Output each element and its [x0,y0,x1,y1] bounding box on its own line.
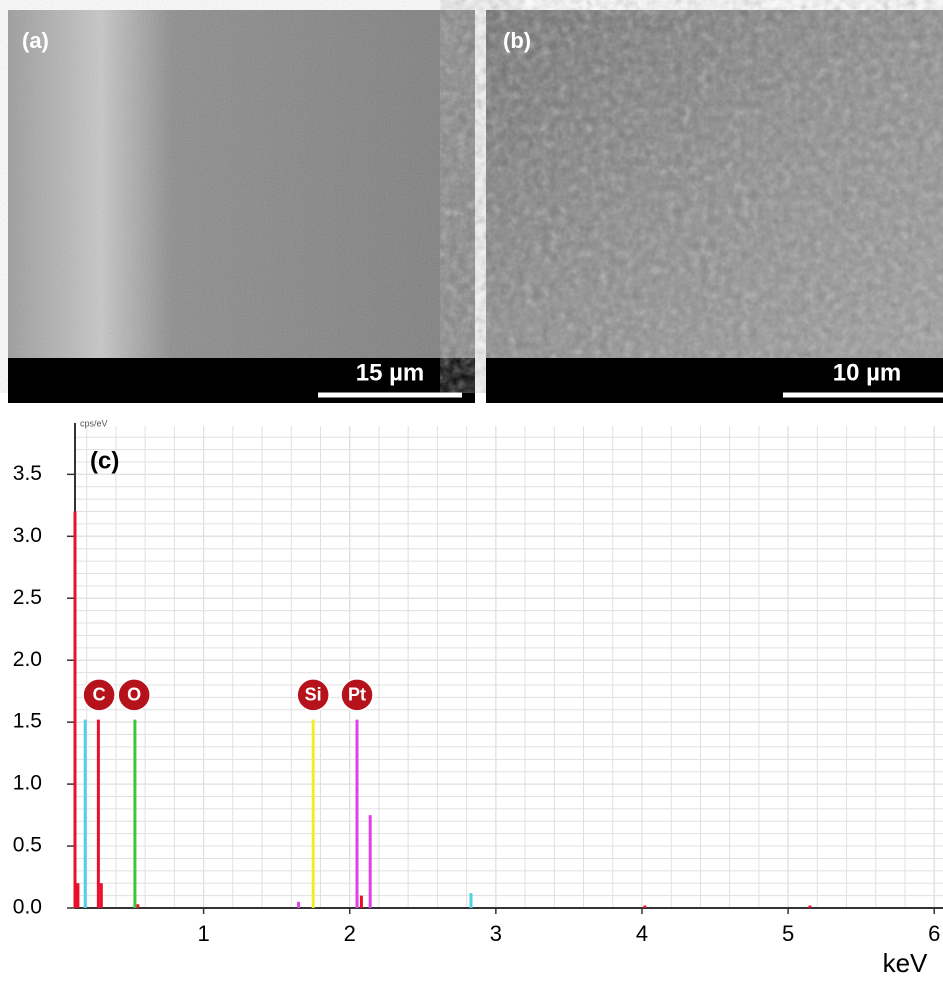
element-label: Si [305,685,322,705]
chart: cps/eV (c) keV 0.0 0.5 1.0 1.5 2.0 2.5 3.0 3.5 1… [13,418,943,978]
y-tick-label: 3.5 [13,462,42,485]
x-tick-label: 1 [197,921,209,946]
element-label: C [93,685,106,705]
y-tick-label: 0.0 [13,896,42,919]
y-unit: cps/eV [80,418,108,428]
x-tick-label: 2 [344,921,356,946]
panel-label: (a) [22,28,49,53]
element-marker [340,678,374,712]
y-tick-label: 2.5 [13,586,42,609]
y-tick-label: 1.5 [13,710,42,733]
scale-bar-label: 10 µm [833,359,902,386]
x-axis-label: keV [883,948,928,978]
sem-image-a: (a) 15 µm [8,10,475,403]
scale-bar-label: 15 µm [356,359,425,386]
x-tick-label: 4 [636,921,648,946]
panel-label: (c) [90,447,119,474]
y-tick-label: 1.0 [13,772,42,795]
element-marker [117,678,151,712]
element-label: Pt [348,685,366,705]
y-tick-label: 3.0 [13,524,42,547]
x-tick-label: 5 [782,921,794,946]
sem-image-b: (b) 10 µm [486,10,943,403]
y-tick-label: 2.0 [13,648,42,671]
panel-label: (b) [503,28,531,53]
element-marker [296,678,330,712]
element-label: O [127,685,141,705]
element-marker [82,678,116,712]
x-tick-label: 6 [928,921,940,946]
x-tick-label: 3 [490,921,502,946]
y-tick-label: 0.5 [13,834,42,857]
